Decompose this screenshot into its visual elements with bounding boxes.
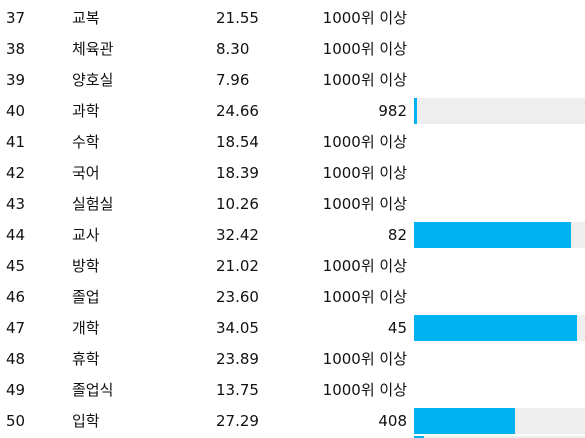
rank-cell: 45 — [6, 257, 26, 275]
score-cell: 21.02 — [216, 257, 259, 275]
table-row: 38 체육관 8.30 1000위 이상 — [0, 34, 585, 65]
table-row: 42 국어 18.39 1000위 이상 — [0, 158, 585, 189]
result-cell: 1000위 이상 — [322, 288, 407, 306]
score-cell: 23.60 — [216, 288, 259, 306]
rank-cell: 48 — [6, 350, 26, 368]
score-cell: 24.66 — [216, 102, 259, 120]
rank-bar-fill — [414, 222, 571, 248]
rank-cell: 46 — [6, 288, 26, 306]
score-cell: 10.26 — [216, 195, 259, 213]
score-cell: 8.30 — [216, 40, 250, 58]
result-cell: 1000위 이상 — [322, 40, 407, 58]
table-row: 46 졸업 23.60 1000위 이상 — [0, 282, 585, 313]
results-table: 37 교복 21.55 1000위 이상 38 체육관 8.30 1000위 이상 39 양호실 7… — [0, 3, 585, 437]
table-row: 49 졸업식 13.75 1000위 이상 — [0, 375, 585, 406]
word-cell: 교복 — [72, 9, 100, 27]
rank-bar-fill — [414, 98, 418, 124]
score-cell: 7.96 — [216, 71, 250, 89]
word-cell: 방학 — [72, 257, 100, 275]
score-cell: 13.75 — [216, 381, 259, 399]
result-cell: 982 — [378, 102, 407, 120]
table-row: 37 교복 21.55 1000위 이상 — [0, 3, 585, 34]
result-cell: 1000위 이상 — [322, 195, 407, 213]
result-cell: 408 — [378, 412, 407, 430]
rank-cell: 42 — [6, 164, 26, 182]
word-cell: 양호실 — [72, 71, 114, 89]
result-cell: 1000위 이상 — [322, 71, 407, 89]
table-row: 39 양호실 7.96 1000위 이상 — [0, 65, 585, 96]
table-row: 41 수학 18.54 1000위 이상 — [0, 127, 585, 158]
rank-bar-fill — [414, 315, 578, 341]
word-cell: 개학 — [72, 319, 100, 337]
word-cell: 입학 — [72, 412, 100, 430]
rank-cell: 49 — [6, 381, 26, 399]
rank-bar — [414, 222, 585, 248]
rank-cell: 39 — [6, 71, 26, 89]
score-cell: 34.05 — [216, 319, 259, 337]
word-cell: 졸업식 — [72, 381, 114, 399]
word-cell: 체육관 — [72, 40, 114, 58]
rank-cell: 40 — [6, 102, 26, 120]
rank-bar — [414, 315, 585, 341]
rank-bar — [414, 98, 585, 124]
partial-next-row-bar-fill — [414, 436, 424, 438]
score-cell: 32.42 — [216, 226, 259, 244]
table-row: 45 방학 21.02 1000위 이상 — [0, 251, 585, 282]
table-row: 43 실험실 10.26 1000위 이상 — [0, 189, 585, 220]
result-cell: 45 — [387, 319, 407, 337]
table-row: 40 과학 24.66 982 — [0, 96, 585, 127]
rank-cell: 47 — [6, 319, 26, 337]
rank-cell: 43 — [6, 195, 26, 213]
word-cell: 교사 — [72, 226, 100, 244]
table-row: 48 휴학 23.89 1000위 이상 — [0, 344, 585, 375]
table-row: 44 교사 32.42 82 — [0, 220, 585, 251]
word-cell: 졸업 — [72, 288, 100, 306]
result-cell: 1000위 이상 — [322, 257, 407, 275]
rank-cell: 41 — [6, 133, 26, 151]
result-cell: 1000위 이상 — [322, 350, 407, 368]
rank-cell: 38 — [6, 40, 26, 58]
rank-cell: 44 — [6, 226, 26, 244]
result-cell: 1000위 이상 — [322, 381, 407, 399]
word-cell: 과학 — [72, 102, 100, 120]
rank-cell: 50 — [6, 412, 26, 430]
result-cell: 1000위 이상 — [322, 9, 407, 27]
word-cell: 실험실 — [72, 195, 114, 213]
table-row: 47 개학 34.05 45 — [0, 313, 585, 344]
word-cell: 국어 — [72, 164, 100, 182]
score-cell: 23.89 — [216, 350, 259, 368]
result-cell: 1000위 이상 — [322, 133, 407, 151]
rank-bar-fill — [414, 408, 516, 434]
table-row: 50 입학 27.29 408 — [0, 406, 585, 437]
partial-next-row-bar — [414, 436, 585, 438]
score-cell: 18.39 — [216, 164, 259, 182]
rank-bar — [414, 408, 585, 434]
score-cell: 21.55 — [216, 9, 259, 27]
result-cell: 82 — [387, 226, 407, 244]
score-cell: 18.54 — [216, 133, 259, 151]
rank-cell: 37 — [6, 9, 26, 27]
word-cell: 휴학 — [72, 350, 100, 368]
result-cell: 1000위 이상 — [322, 164, 407, 182]
word-cell: 수학 — [72, 133, 100, 151]
score-cell: 27.29 — [216, 412, 259, 430]
